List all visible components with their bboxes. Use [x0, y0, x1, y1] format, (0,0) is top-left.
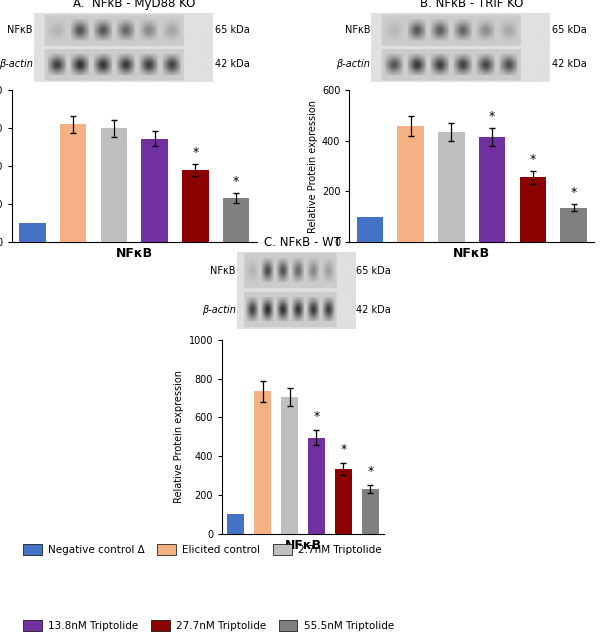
Bar	[362, 489, 379, 533]
Bar	[520, 177, 546, 242]
Bar	[438, 132, 464, 242]
Title: A.  NFκB - MyD88 KO: A. NFκB - MyD88 KO	[73, 0, 196, 10]
Text: 42 kDa: 42 kDa	[553, 59, 587, 70]
X-axis label: NFκB: NFκB	[284, 539, 322, 552]
Bar	[335, 469, 352, 533]
Text: *: *	[192, 146, 199, 159]
Bar	[182, 170, 209, 242]
Bar	[60, 124, 86, 242]
Text: 42 kDa: 42 kDa	[215, 59, 250, 70]
Text: *: *	[340, 443, 347, 456]
Title: B. NFκB - TRIF KO: B. NFκB - TRIF KO	[420, 0, 523, 10]
Text: NFκB: NFκB	[345, 25, 370, 35]
Title: C. NFκB - WT: C. NFκB - WT	[265, 236, 341, 249]
Text: *: *	[313, 410, 320, 423]
Text: *: *	[367, 465, 373, 478]
X-axis label: NFκB: NFκB	[453, 248, 490, 260]
Bar	[479, 137, 505, 242]
Text: 65 kDa: 65 kDa	[553, 25, 587, 35]
Y-axis label: Relative Protein expression: Relative Protein expression	[175, 370, 184, 503]
Text: *: *	[530, 153, 536, 166]
Bar	[356, 216, 383, 242]
Bar	[560, 208, 587, 242]
Text: β-actin: β-actin	[0, 59, 33, 70]
Text: 42 kDa: 42 kDa	[356, 305, 391, 315]
Bar	[227, 514, 244, 533]
Bar	[254, 391, 271, 533]
Legend: 13.8nM Triptolide, 27.7nM Triptolide, 55.5nM Triptolide: 13.8nM Triptolide, 27.7nM Triptolide, 55…	[23, 620, 394, 631]
Text: *: *	[571, 186, 577, 198]
Y-axis label: Relative Protein expression: Relative Protein expression	[308, 100, 318, 233]
Bar	[142, 138, 168, 242]
Bar	[281, 397, 298, 533]
Text: 65 kDa: 65 kDa	[356, 266, 391, 276]
Bar	[223, 198, 250, 242]
X-axis label: NFκB: NFκB	[116, 248, 153, 260]
Text: NFκB: NFκB	[7, 25, 33, 35]
Bar	[308, 438, 325, 533]
Text: NFκB: NFκB	[211, 266, 236, 276]
Text: *: *	[489, 110, 495, 123]
Bar	[397, 126, 424, 242]
Text: *: *	[233, 175, 239, 188]
Bar	[19, 223, 46, 242]
Text: β-actin: β-actin	[337, 59, 370, 70]
Bar	[101, 128, 127, 242]
Text: β-actin: β-actin	[202, 305, 236, 315]
Text: 65 kDa: 65 kDa	[215, 25, 250, 35]
